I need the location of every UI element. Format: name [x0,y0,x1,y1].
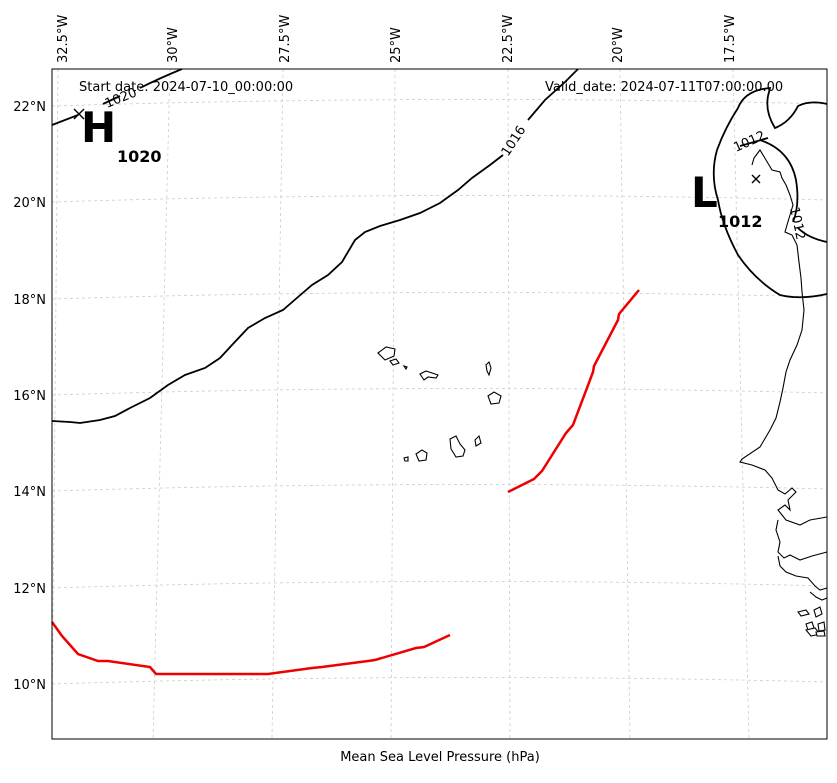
lat-label-12n: 12°N [13,582,46,597]
island-santiago [449,435,466,458]
fronts [50,289,640,676]
island-maio [474,434,482,447]
high-pressure-letter: H [81,103,116,152]
island-santo-antao [377,346,396,361]
lat-label-22n: 22°N [13,100,46,115]
low-pressure-value: 1012 [718,212,763,231]
isobar-1020-c [139,68,183,89]
lon-label-20w: 20°W [611,27,626,63]
start-date-label: Start date: 2024-07-10_00:00:00 [79,80,293,95]
lat-label-20n: 20°N [13,196,46,211]
longitude-labels: 32.5°W 30°W 27.5°W 25°W 22.5°W 20°W 17.5… [56,15,738,63]
latitude-labels: 22°N 20°N 18°N 16°N 14°N 12°N 10°N [13,100,46,693]
isobar-1012-inner [759,139,799,223]
island-sao-nicolau [419,370,439,381]
front-east [507,289,640,494]
isobar-1016-b [527,68,579,121]
map-area: 1020 1016 1012 1012 H 1020 L 1012 Start … [50,68,828,740]
africa-coastline [739,149,828,637]
island-sal [485,360,492,377]
map-frame [51,68,828,740]
graticule [51,68,828,740]
island-boa-vista [487,391,502,405]
coast-guinea [775,519,828,561]
pressure-centers: H 1020 L 1012 [81,103,763,231]
coast-bissagos [809,591,828,601]
cape-verde-islands [377,346,502,462]
island-santa-luzia [402,364,408,371]
lon-label-22-5w: 22.5°W [501,15,516,63]
lat-label-18n: 18°N [13,293,46,308]
high-pressure-value: 1020 [117,147,162,166]
island-brava [403,456,409,462]
contour-label-1012-side: 1012 [786,206,808,241]
island-bijagos-2 [813,606,823,618]
isobars [51,68,828,424]
island-bijagos-1 [797,609,810,617]
low-center-marker [751,174,761,184]
lat-label-10n: 10°N [13,678,46,693]
front-west [50,621,451,676]
lon-label-27-5w: 27.5°W [278,15,293,63]
island-sao-vicente [389,358,400,366]
lon-label-30w: 30°W [166,27,181,63]
lat-label-16n: 16°N [13,389,46,404]
coast-mauritania-senegal [739,149,828,526]
isobar-1012-arc [797,227,828,243]
isobar-1012-outer [712,87,828,299]
lon-label-17-5w: 17.5°W [723,15,738,63]
low-pressure-letter: L [691,168,718,217]
lon-label-25w: 25°W [389,27,404,63]
lon-label-32-5w: 32.5°W [56,15,71,63]
coast-guinea-south [777,555,828,591]
map-xlabel: Mean Sea Level Pressure (hPa) [340,750,540,765]
pressure-center-markers [73,108,761,184]
isobar-1012-arc2 [739,137,769,147]
island-fogo [415,449,428,462]
island-bijagos-5 [817,621,826,632]
island-bijagos-6 [815,630,826,637]
lat-label-14n: 14°N [13,485,46,500]
valid-date-label: Valid_date: 2024-07-11T07:00:00.00 [545,80,783,95]
isobar-1020 [51,114,79,126]
isobar-1020-b [102,95,121,105]
isobar-1016 [51,154,504,424]
high-center-marker [73,108,85,120]
